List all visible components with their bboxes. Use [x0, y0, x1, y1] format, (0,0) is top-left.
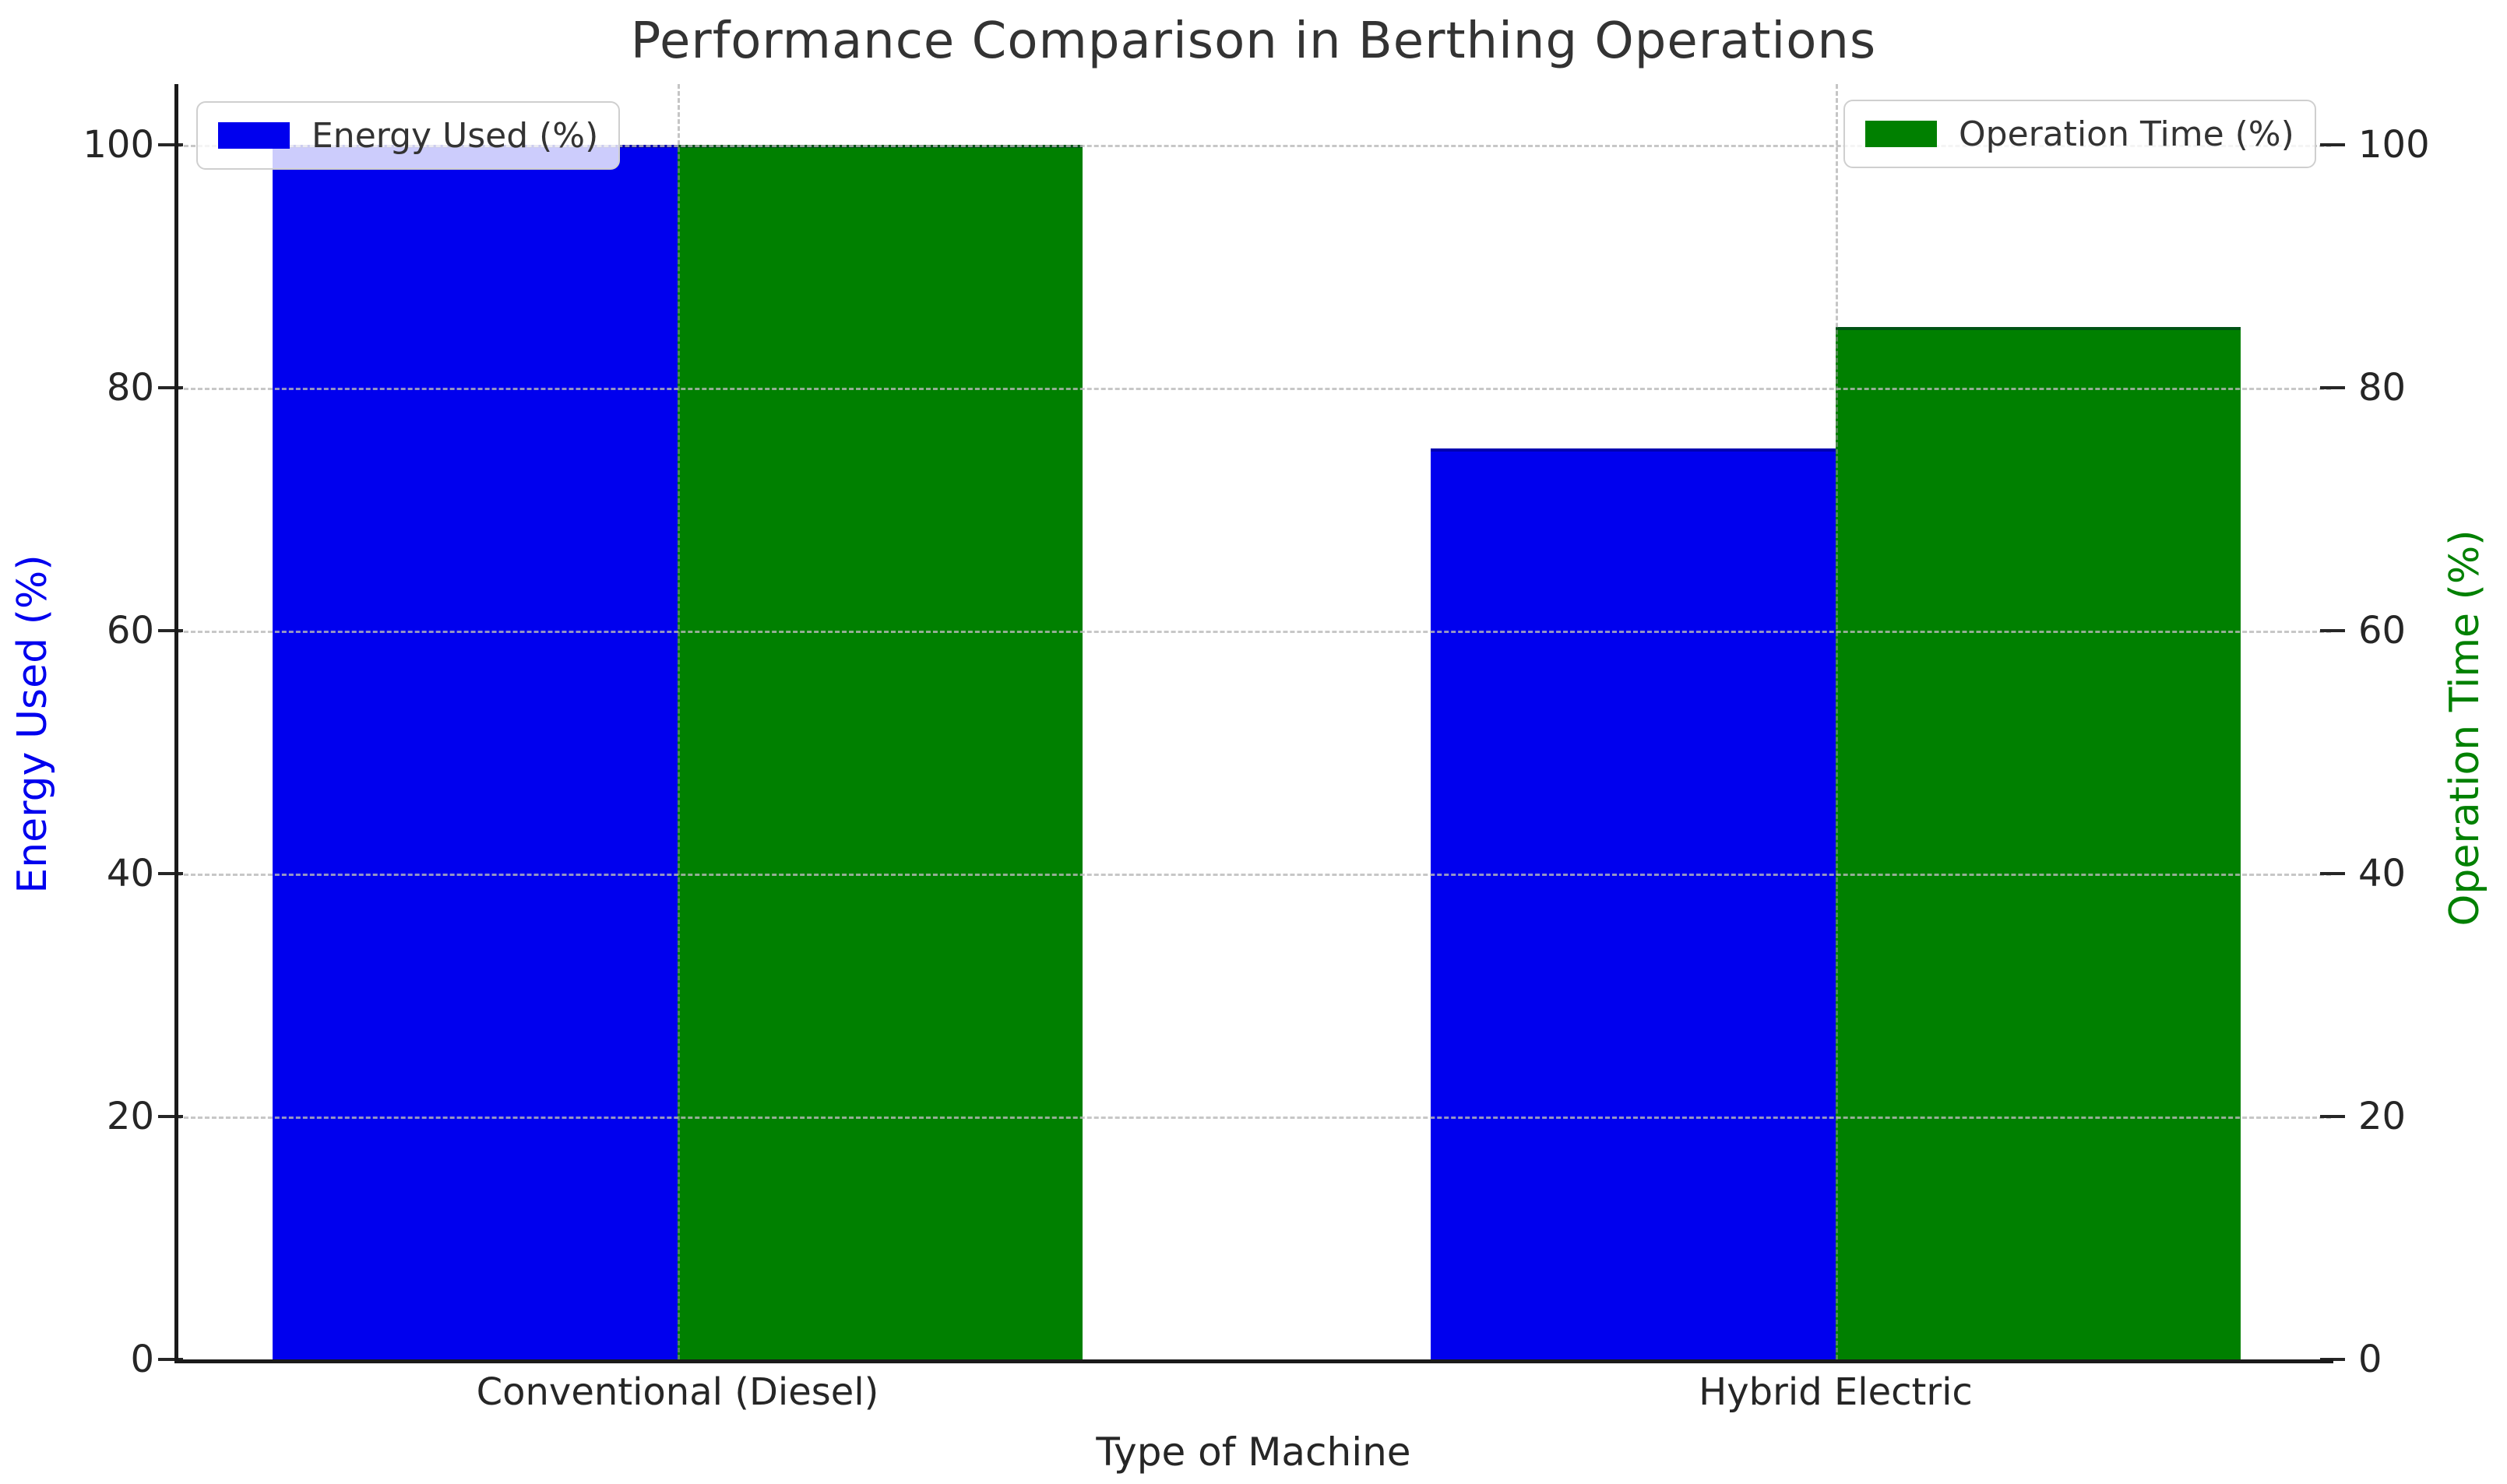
y-tick-label-right-80: 80 — [2358, 366, 2407, 410]
h-gridline-60 — [177, 631, 2331, 633]
h-gridline-80 — [177, 388, 2331, 390]
h-gridline-40 — [177, 874, 2331, 876]
h-gridline-20 — [177, 1117, 2331, 1119]
right-axis-title: Operation Time (%) — [2442, 529, 2488, 927]
legend-swatch-energy-icon — [218, 122, 290, 149]
y-tick-label-left-40: 40 — [106, 852, 154, 895]
right-tick-20 — [2320, 1115, 2345, 1118]
x-tick-label-0: Conventional (Diesel) — [476, 1370, 879, 1414]
left-tick-40 — [158, 872, 183, 875]
chart-title: Performance Comparison in Berthing Opera… — [630, 12, 1877, 70]
y-tick-label-right-20: 20 — [2358, 1095, 2407, 1138]
y-tick-label-left-80: 80 — [106, 366, 154, 410]
y-tick-label-left-20: 20 — [106, 1095, 154, 1138]
y-tick-label-right-0: 0 — [2358, 1338, 2382, 1381]
v-gridline-0 — [678, 84, 680, 1359]
right-tick-60 — [2320, 629, 2345, 632]
left-tick-80 — [158, 386, 183, 389]
left-spine — [174, 84, 178, 1363]
legend-label-operation: Operation Time (%) — [1959, 114, 2294, 154]
legend-label-energy: Energy Used (%) — [312, 115, 599, 156]
legend-swatch-operation-icon — [1865, 121, 1937, 147]
bar-energy-1 — [1431, 448, 1836, 1363]
y-tick-label-left-100: 100 — [83, 123, 154, 167]
legend-operation-time: Operation Time (%) — [1843, 100, 2316, 168]
x-tick-label-1: Hybrid Electric — [1699, 1370, 1973, 1414]
y-tick-label-left-60: 60 — [106, 609, 154, 652]
x-axis-title: Type of Machine — [1096, 1429, 1411, 1475]
y-tick-label-right-100: 100 — [2358, 123, 2430, 167]
left-tick-20 — [158, 1115, 183, 1118]
y-tick-label-right-60: 60 — [2358, 609, 2407, 652]
left-axis-title: Energy Used (%) — [9, 554, 56, 894]
bar-operation-1 — [1836, 327, 2241, 1363]
left-tick-60 — [158, 629, 183, 632]
bar-energy-0 — [273, 145, 678, 1363]
right-tick-80 — [2320, 386, 2345, 389]
bar-operation-0 — [678, 145, 1083, 1363]
left-tick-100 — [158, 143, 183, 146]
legend-energy-used: Energy Used (%) — [196, 101, 621, 170]
left-tick-0 — [158, 1358, 183, 1361]
right-tick-100 — [2320, 143, 2345, 146]
y-tick-label-left-0: 0 — [130, 1338, 154, 1381]
v-gridline-1 — [1836, 84, 1838, 1359]
bottom-spine — [174, 1359, 2333, 1363]
y-tick-label-right-40: 40 — [2358, 852, 2407, 895]
right-tick-40 — [2320, 872, 2345, 875]
h-gridline-100 — [177, 145, 2331, 147]
